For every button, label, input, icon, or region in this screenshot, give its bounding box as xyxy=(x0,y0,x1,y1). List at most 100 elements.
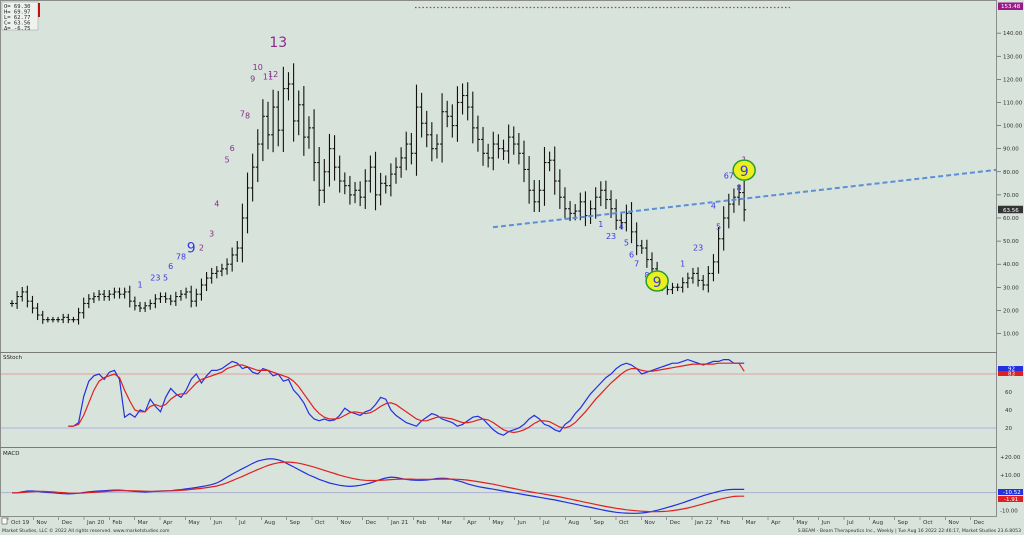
price-bar xyxy=(153,294,158,309)
td-nine-highlight xyxy=(645,270,669,292)
time-axis-label: May xyxy=(796,520,808,526)
price-bar xyxy=(644,239,649,268)
td-nine-highlight xyxy=(732,159,756,181)
td-countdown-label: 12 xyxy=(268,70,278,79)
price-bar xyxy=(404,131,409,171)
td-countdown-label: 6 xyxy=(230,144,235,153)
price-bar xyxy=(629,202,634,244)
trendline xyxy=(492,168,997,229)
time-axis-label: Feb xyxy=(416,520,426,526)
macd-panel-frame xyxy=(0,447,997,517)
time-axis-label: Apr xyxy=(163,520,173,526)
price-bar xyxy=(496,134,501,159)
stoch-panel-title: SStoch xyxy=(3,355,23,361)
td-setup-label: 1 xyxy=(680,260,685,269)
price-bar xyxy=(107,290,112,301)
price-bar xyxy=(66,313,71,324)
td-setup-label: 7 xyxy=(634,260,639,269)
price-bar xyxy=(81,297,86,319)
price-axis-label: 40.00 xyxy=(1003,262,1019,268)
price-bar xyxy=(50,316,55,323)
top-price-badge xyxy=(998,2,1023,10)
price-bar xyxy=(209,267,214,284)
price-bar xyxy=(235,241,240,262)
td-setup-label: 4 xyxy=(619,223,624,232)
time-axis-label: Feb xyxy=(720,520,730,526)
time-axis-label: Jun xyxy=(517,520,527,526)
td-setup-label: 1 xyxy=(137,280,142,289)
time-axis-label: Oct xyxy=(315,520,325,526)
price-bar xyxy=(25,285,30,308)
price-bar xyxy=(680,277,685,293)
price-bar xyxy=(30,295,35,314)
stoch-k-value: 92 xyxy=(1008,367,1015,373)
price-bar xyxy=(322,159,327,203)
price-bar xyxy=(696,267,701,287)
td-setup-label: 5 xyxy=(163,273,168,282)
time-axis-label: Oct xyxy=(923,520,933,526)
price-bar xyxy=(419,92,424,138)
price-bar xyxy=(414,84,419,176)
price-bar xyxy=(102,290,107,301)
price-bar xyxy=(71,316,76,323)
price-bar xyxy=(230,247,235,272)
price-bar xyxy=(383,175,388,194)
price-bar xyxy=(690,267,695,284)
price-bar xyxy=(557,169,562,209)
time-axis-label: Dec xyxy=(974,520,985,526)
price-bar xyxy=(173,291,178,306)
ohlc-close: C= 63.56 xyxy=(4,21,31,27)
footer-symbol-info: S.BEAM - Beam Therapeutics Inc., Weekly … xyxy=(798,528,1021,534)
price-bar xyxy=(271,89,276,153)
price-bar xyxy=(516,132,521,165)
right-axis xyxy=(997,0,1024,517)
price-bar xyxy=(716,227,721,274)
time-axis: Oct 19 Nov Dec Jan 20 Feb Mar Apr May Jun Jul Aug S… xyxy=(0,517,997,526)
price-bar xyxy=(440,93,445,163)
price-bar xyxy=(609,190,614,218)
td-setup-nine-label: 9 xyxy=(740,164,749,180)
price-bar xyxy=(40,310,45,324)
time-axis-band xyxy=(0,517,997,526)
price-bar xyxy=(138,301,142,312)
price-bar xyxy=(250,153,255,202)
td-setup-label: 6 xyxy=(629,250,634,259)
price-bar xyxy=(132,296,137,311)
time-axis-label: Mar xyxy=(746,520,757,526)
price-bar xyxy=(394,157,398,184)
price-bar xyxy=(624,204,629,232)
price-bar xyxy=(470,91,475,144)
td-setup-label: 23 xyxy=(693,243,703,252)
price-bar xyxy=(527,156,532,204)
ohlc-change: Δ= -6.75 xyxy=(4,26,31,32)
price-bar xyxy=(143,301,148,312)
price-axis-label: 50.00 xyxy=(1003,239,1019,245)
price-bar xyxy=(639,239,644,254)
price-bar xyxy=(10,300,14,307)
price-bar xyxy=(409,132,414,165)
price-bar xyxy=(225,258,230,275)
td-setup-nine-label: 9 xyxy=(653,275,662,291)
price-bar xyxy=(634,222,639,256)
price-axis-label: 20.00 xyxy=(1003,308,1019,314)
stoch-axis-label: 60 xyxy=(1005,390,1012,396)
price-axis-label: 110.00 xyxy=(1003,100,1023,106)
price-bar xyxy=(15,291,20,309)
td-setup-label: 23 xyxy=(150,273,160,282)
price-bar xyxy=(260,99,265,162)
price-bar xyxy=(117,287,122,299)
price-bar xyxy=(491,131,496,171)
price-bar xyxy=(276,90,281,147)
price-bar xyxy=(358,181,363,207)
price-bar xyxy=(506,124,511,164)
price-bar xyxy=(214,266,219,279)
price-bar xyxy=(178,290,183,301)
price-bar xyxy=(460,83,465,115)
macd-value: -10.52 xyxy=(1003,490,1021,496)
time-axis-label: Jun xyxy=(213,520,223,526)
price-bar xyxy=(578,192,583,221)
price-bar xyxy=(20,286,25,302)
td-countdown-label: 5 xyxy=(224,156,229,165)
price-bar xyxy=(35,303,40,321)
